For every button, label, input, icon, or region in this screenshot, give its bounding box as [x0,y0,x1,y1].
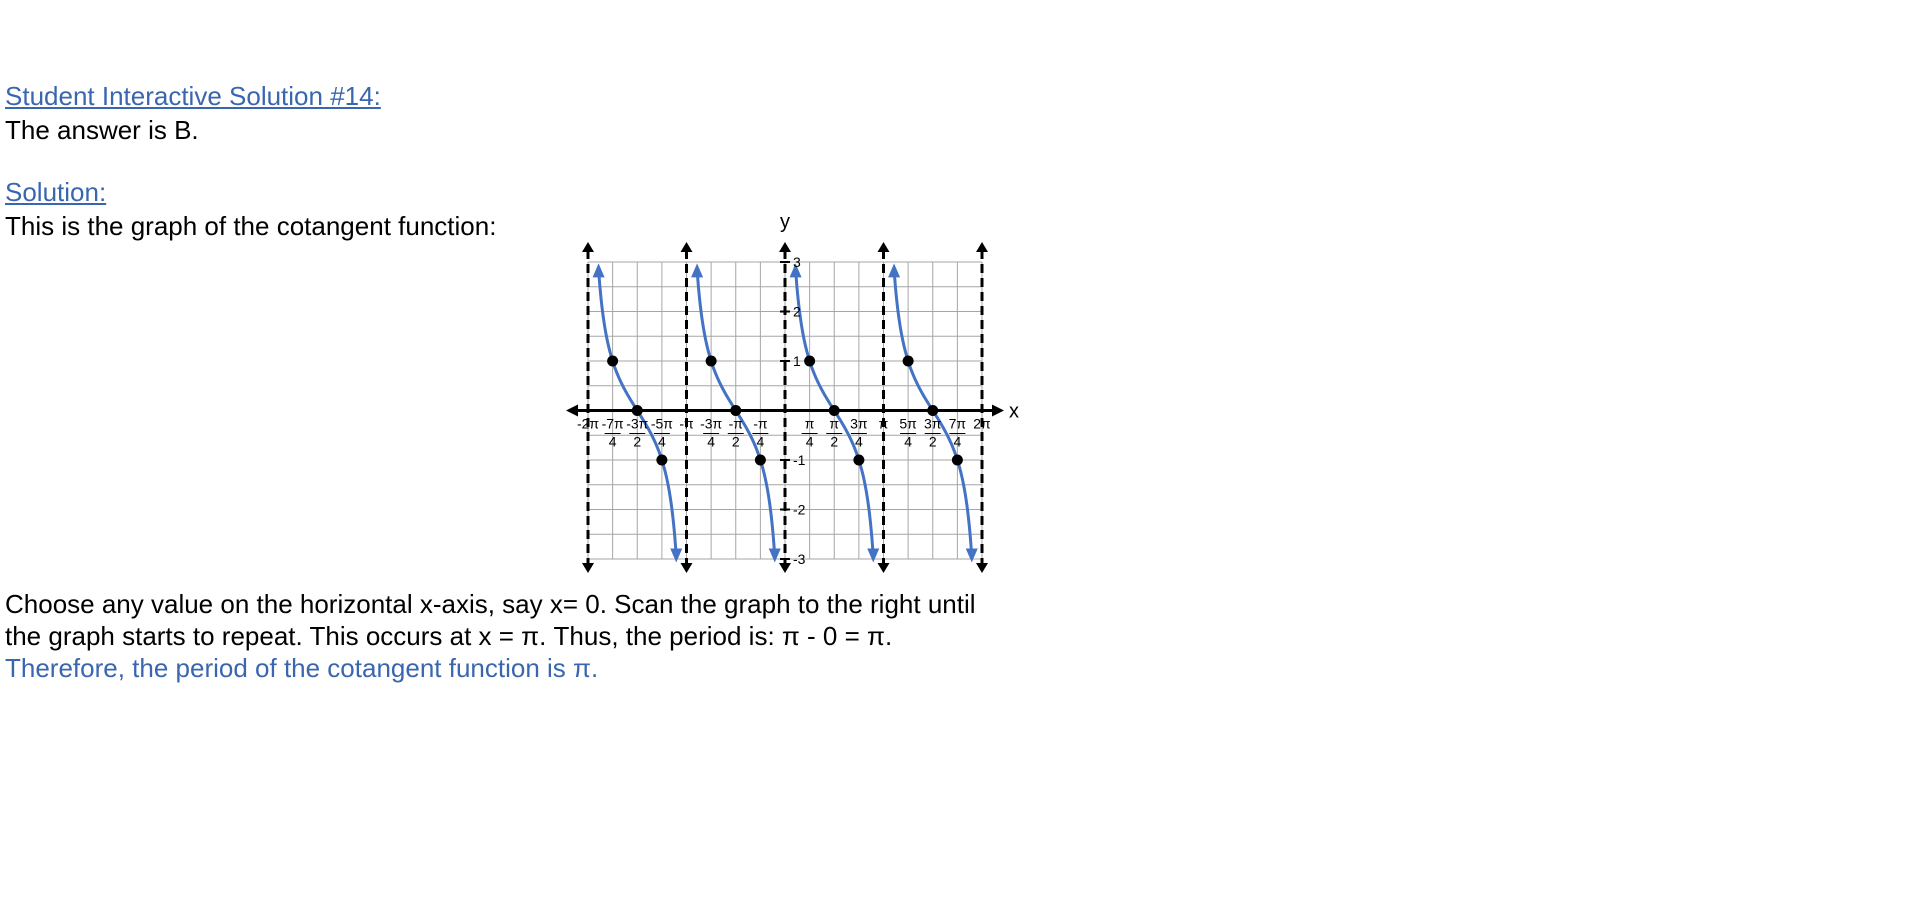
graph-intro-text: This is the graph of the cotangent funct… [5,211,497,241]
curve-arrow-down-icon [867,548,880,563]
key-point [927,405,939,416]
key-point [631,405,643,416]
curve-arrow-up-icon [789,263,802,278]
x-tick-label-denominator: 4 [855,434,863,450]
x-tick-label-denominator: 2 [929,434,937,450]
arrow-up-icon [582,242,594,252]
arrow-left-icon [566,404,578,417]
arrow-up-icon [877,242,890,252]
arrow-down-icon [582,563,594,573]
curve-arrow-up-icon [888,263,901,278]
key-point [804,355,816,367]
x-tick-label-numerator: 5π [899,416,917,432]
x-tick-label-denominator: 4 [658,434,666,450]
x-tick-label-numerator: -π [753,416,768,432]
x-tick-label-numerator: -π [679,416,694,432]
y-tick-label: -3 [793,551,806,567]
x-tick-label-numerator: -3π [626,416,648,432]
y-axis-label: y [780,211,790,233]
x-tick-label-denominator: 4 [953,434,961,450]
arrow-down-icon [976,563,988,573]
cotangent-graph: xy 321-1-2-3-2π -7π4-3π2-5π4-π -3π4-π2-π4π… [566,211,1019,573]
x-tick-label-numerator: 3π [850,416,868,432]
key-point [656,454,668,466]
arrow-up-icon [976,242,988,252]
x-tick-label-numerator: π [829,416,839,432]
curve-arrow-down-icon [670,548,683,563]
x-tick-label-numerator: 2π [973,416,991,432]
x-tick-label-numerator: -π [729,416,744,432]
conclusion-text: Therefore, the period of the cotangent f… [5,653,599,683]
x-tick-label-numerator: -2π [577,416,599,432]
axes: xy [566,211,1019,560]
answer-text: The answer is B. [5,115,199,145]
solution-heading[interactable]: Solution: [5,177,107,207]
x-tick-label-denominator: 4 [609,434,617,450]
x-tick-label-numerator: 7π [949,416,967,432]
x-tick-label-numerator: -7π [602,416,624,432]
x-tick-label-numerator: 3π [924,416,942,432]
key-point [828,405,840,416]
key-point [951,454,963,466]
arrow-up-icon [779,242,791,252]
x-tick-label-denominator: 4 [806,434,814,450]
x-tick-label-denominator: 4 [756,434,764,450]
key-point [754,454,766,466]
explanation-line-1: Choose any value on the horizontal x-axi… [5,589,976,619]
x-tick-label-numerator: -3π [700,416,722,432]
key-points [607,355,963,466]
key-point [607,355,619,367]
x-tick-label-numerator: π [879,416,889,432]
x-axis-label: x [1009,401,1019,423]
x-tick-label-denominator: 4 [904,434,912,450]
tick-labels: 321-1-2-3-2π -7π4-3π2-5π4-π -3π4-π2-π4π4π2… [577,254,991,567]
y-tick-label: 1 [793,353,801,369]
x-tick-label-numerator: π [805,416,815,432]
x-tick-label-denominator: 4 [707,434,715,450]
x-tick-label-denominator: 2 [633,434,641,450]
curve-arrow-up-icon [691,263,704,278]
y-tick-label: -2 [793,502,806,518]
curve-arrow-up-icon [592,263,605,278]
y-tick-label: -1 [793,452,806,468]
curve-arrow-down-icon [965,548,978,563]
key-point [902,355,914,367]
asymptotes [582,242,988,573]
key-point [705,355,717,367]
solution-title[interactable]: Student Interactive Solution #14: [5,81,381,111]
arrow-down-icon [779,563,791,573]
arrow-right-icon [992,404,1004,417]
y-tick-label: 3 [793,254,801,270]
arrow-down-icon [877,563,890,573]
x-tick-label-denominator: 2 [830,434,838,450]
x-tick-label-numerator: -5π [651,416,673,432]
key-point [730,405,742,416]
curve-arrow-down-icon [768,548,781,563]
y-tick-label: 2 [793,304,801,320]
key-point [853,454,865,466]
explanation-line-2: the graph starts to repeat. This occurs … [5,621,893,651]
arrow-down-icon [680,563,693,573]
arrow-up-icon [680,242,693,252]
x-tick-label-denominator: 2 [732,434,740,450]
